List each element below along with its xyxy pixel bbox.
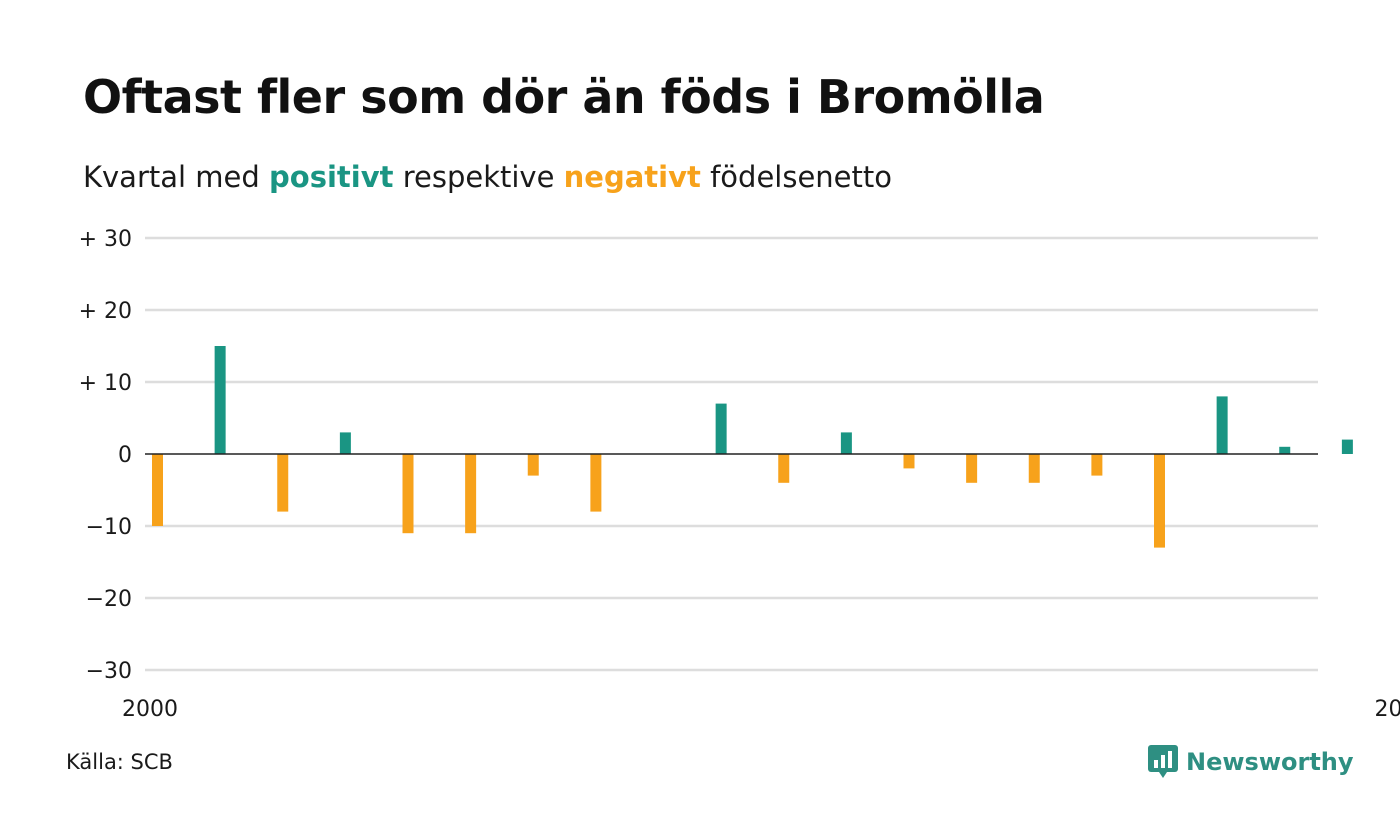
bar-positive [214,346,226,454]
chart-subtitle: Kvartal med positivt respektive negativt… [83,160,892,194]
bar-positive [840,432,852,454]
y-tick-label: + 20 [79,299,132,324]
bar-negative [966,454,978,483]
bar-positive [339,432,351,454]
bar-positive [1216,396,1228,454]
y-axis-tick-labels: + 30 + 20 + 10 0 −10 −20 −30 [79,227,132,684]
bar-negative [778,454,790,483]
subtitle-negative-label: negativt [563,160,701,194]
y-tick-label: 0 [118,443,132,468]
y-tick-label: + 30 [79,227,132,252]
grid-lines [145,236,1318,672]
bar-negative [1091,454,1103,476]
bar-negative [527,454,539,476]
newsworthy-logo-icon [1148,745,1178,778]
brand-logo: Newsworthy [1148,745,1354,779]
y-tick-label: −30 [86,659,132,684]
brand-name: Newsworthy [1186,748,1354,776]
bar-positive [715,403,727,454]
y-tick-label: −20 [86,587,132,612]
subtitle-start: Kvartal med [83,160,270,194]
subtitle-end: födelsenetto [700,160,892,194]
y-tick-label: −10 [86,515,132,540]
bar-negative [402,454,414,534]
bar-negative [1028,454,1040,483]
source-note: Källa: SCB [66,750,173,774]
chart-title: Oftast fler som dör än föds i Bromölla [83,70,1045,124]
x-tick-label: 2005 [1375,697,1400,722]
x-axis-tick-labels: 20002005201020152020 [122,697,1400,722]
bar-negative [277,454,289,512]
bar-negative [903,454,915,469]
bars [152,346,1353,548]
bar-negative [152,454,163,526]
subtitle-positive-label: positivt [269,160,394,194]
subtitle-middle: respektive [393,160,564,194]
bar-negative [590,454,602,512]
bar-positive [1341,439,1353,454]
y-tick-label: + 10 [79,371,132,396]
x-tick-label: 2000 [122,697,178,722]
bar-negative [465,454,477,534]
bar-positive [1279,446,1291,454]
bar-negative [1154,454,1165,548]
